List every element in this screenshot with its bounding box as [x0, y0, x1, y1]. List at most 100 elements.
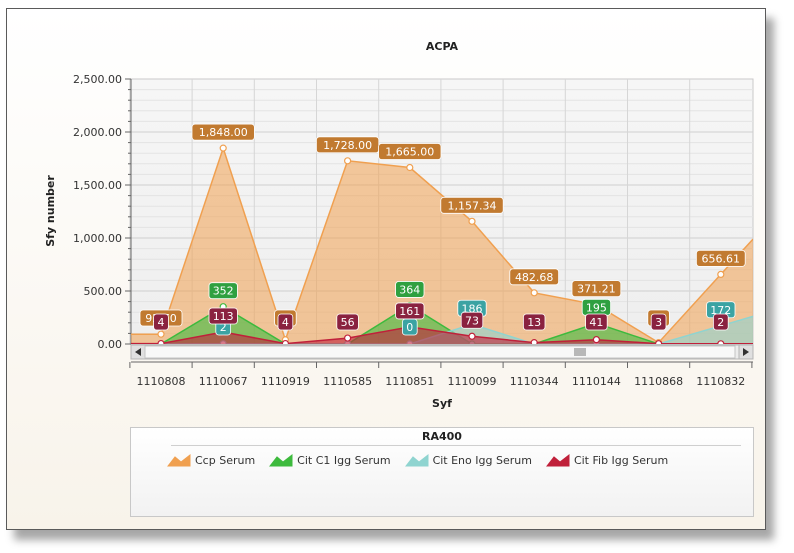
- y-tick-label: 2,000.00: [73, 126, 122, 139]
- svg-text:364: 364: [399, 283, 420, 296]
- scrollbar-thumb[interactable]: [144, 345, 736, 359]
- svg-text:172: 172: [710, 304, 731, 317]
- x-tick-label: 1110067: [199, 375, 248, 388]
- svg-text:41: 41: [589, 316, 603, 329]
- data-point[interactable]: [717, 340, 725, 347]
- y-tick-label: 1,500.00: [73, 179, 122, 192]
- legend-label: Ccp Serum: [195, 453, 256, 467]
- data-point[interactable]: [468, 217, 476, 225]
- svg-text:1,157.34: 1,157.34: [448, 199, 497, 212]
- data-point[interactable]: [655, 340, 663, 347]
- legend-item[interactable]: Cit Fib Igg Serum: [545, 453, 669, 467]
- legend-item[interactable]: Cit Eno Igg Serum: [404, 453, 532, 467]
- data-label: 113: [208, 307, 238, 325]
- data-label: 4: [153, 313, 169, 331]
- legend-swatch-icon: [545, 453, 570, 467]
- svg-text:371.21: 371.21: [577, 283, 616, 296]
- svg-text:482.68: 482.68: [515, 271, 554, 284]
- data-label: 13: [523, 313, 546, 331]
- series-area-0: [131, 148, 753, 344]
- data-label: 3: [650, 313, 667, 331]
- legend-item[interactable]: Ccp Serum: [167, 453, 255, 467]
- data-label: 56: [336, 313, 359, 331]
- legend-divider: [171, 445, 741, 446]
- data-point[interactable]: [344, 157, 352, 165]
- x-tick-label: 1110919: [261, 375, 310, 388]
- data-label: 195: [581, 298, 612, 316]
- data-label: 656.61: [696, 249, 746, 267]
- svg-text:1,665.00: 1,665.00: [385, 146, 434, 159]
- data-label: 371.21: [571, 280, 622, 298]
- data-label: 1,665.00: [378, 143, 442, 160]
- x-tick-label: 1110344: [510, 375, 559, 388]
- x-tick-label: 1110585: [323, 375, 372, 388]
- x-tick-label: 1110832: [696, 375, 745, 388]
- data-point[interactable]: [344, 334, 352, 342]
- data-label: 0: [401, 318, 418, 336]
- x-tick-label: 1110808: [137, 375, 186, 388]
- data-label: 4: [277, 313, 294, 331]
- data-labels: 92.701,848.00401,728.001,665.001,157.344…: [139, 123, 746, 336]
- series-area-1: [131, 305, 753, 344]
- x-axis-title: Syf: [432, 397, 452, 410]
- data-label: 482.68: [509, 268, 559, 286]
- data-point[interactable]: [157, 339, 165, 347]
- data-label: 1,728.00: [315, 136, 380, 154]
- svg-text:13: 13: [527, 316, 541, 329]
- data-point[interactable]: [530, 339, 538, 346]
- horizontal-scrollbar[interactable]: [130, 344, 754, 360]
- svg-text:656.61: 656.61: [702, 252, 741, 265]
- legend-label: Cit Eno Igg Serum: [432, 453, 532, 467]
- data-point[interactable]: [530, 289, 538, 297]
- svg-text:1,848.00: 1,848.00: [199, 126, 248, 139]
- legend: RA400 Ccp Serum Cit C1 Igg Serum Cit Eno I…: [130, 427, 754, 517]
- data-point[interactable]: [406, 163, 414, 172]
- series-line-0: [131, 145, 753, 344]
- svg-text:2: 2: [717, 316, 724, 329]
- scroll-left-arrow-icon: [135, 348, 141, 356]
- data-label: 364: [395, 281, 425, 298]
- x-tick-label: 1110144: [572, 375, 621, 388]
- data-point[interactable]: [157, 330, 165, 338]
- svg-text:3: 3: [655, 316, 662, 329]
- x-tick-label: 1110868: [634, 375, 683, 388]
- data-label: 1,157.34: [440, 196, 504, 214]
- svg-text:73: 73: [465, 314, 479, 327]
- legend-label: Cit C1 Igg Serum: [297, 453, 391, 467]
- series-line-3: [131, 326, 753, 344]
- y-axis: 0.00 500.00 1,000.00 1,500.00 2,000.00 2,500.…: [73, 73, 132, 351]
- svg-text:4: 4: [282, 316, 289, 329]
- y-tick-label: 1,000.00: [73, 232, 122, 245]
- svg-text:113: 113: [213, 310, 234, 323]
- legend-swatch-icon: [269, 453, 293, 467]
- data-point[interactable]: [717, 270, 725, 278]
- legend-items: Ccp Serum Cit C1 Igg Serum Cit Eno Igg Ser…: [167, 453, 668, 467]
- data-point[interactable]: [219, 144, 227, 152]
- data-point[interactable]: [281, 339, 289, 347]
- svg-text:195: 195: [586, 301, 607, 314]
- data-point[interactable]: [592, 336, 601, 344]
- y-tick-label: 500.00: [84, 285, 123, 298]
- svg-text:352: 352: [213, 285, 234, 298]
- y-tick-label: 0.00: [98, 338, 123, 351]
- svg-text:0: 0: [406, 321, 413, 334]
- legend-title: RA400: [422, 430, 462, 443]
- legend-item[interactable]: Cit C1 Igg Serum: [269, 453, 391, 467]
- svg-text:56: 56: [341, 316, 355, 329]
- svg-text:161: 161: [399, 305, 420, 318]
- data-point[interactable]: [468, 332, 476, 340]
- series-area-3: [131, 326, 753, 344]
- chart-title: ACPA: [426, 40, 459, 53]
- data-label: 41: [585, 313, 608, 331]
- data-label: 73: [460, 311, 484, 329]
- data-label: 161: [395, 302, 425, 320]
- legend-label: Cit Fib Igg Serum: [573, 453, 669, 467]
- legend-swatch-icon: [404, 453, 429, 467]
- x-tick-label: 1110099: [448, 375, 497, 388]
- data-label: 2: [713, 313, 729, 331]
- y-tick-label: 2,500.00: [73, 73, 122, 86]
- x-tick-label: 1110851: [385, 375, 434, 388]
- svg-text:2: 2: [220, 321, 227, 334]
- legend-swatch-icon: [167, 453, 191, 467]
